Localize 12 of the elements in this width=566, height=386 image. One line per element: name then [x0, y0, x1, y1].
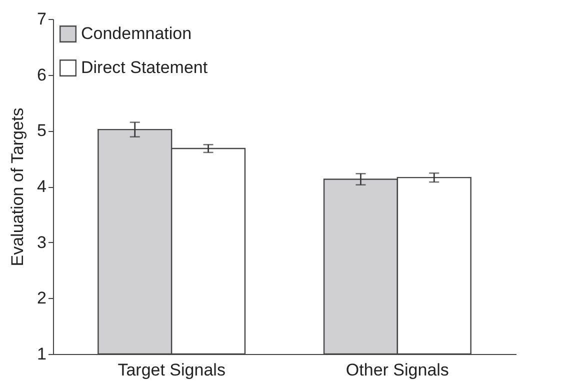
- y-tick-label: 7: [37, 10, 46, 28]
- y-tick-label: 5: [37, 121, 46, 140]
- y-axis-title: Evaluation of Targets: [8, 108, 28, 266]
- legend-label: Direct Statement: [81, 58, 208, 77]
- x-tick-label: Other Signals: [346, 360, 449, 380]
- y-tick-label: 3: [37, 232, 46, 252]
- y-tick-label: 2: [37, 288, 46, 308]
- y-tick-label: 4: [37, 177, 46, 196]
- y-tick-label: 1: [37, 344, 46, 364]
- x-tick-label: Target Signals: [118, 360, 226, 380]
- legend-label: Condemnation: [81, 24, 192, 43]
- y-tick-label: 6: [37, 65, 46, 84]
